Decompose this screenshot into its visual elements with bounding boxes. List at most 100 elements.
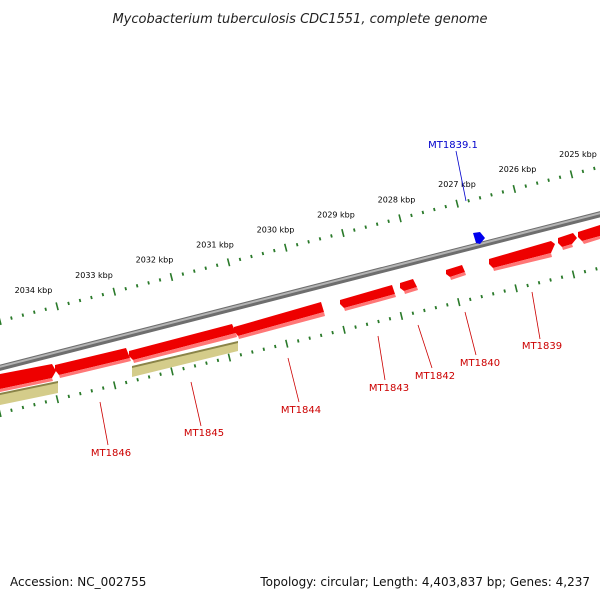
minor-tick xyxy=(251,350,254,354)
minor-tick xyxy=(261,251,265,256)
minor-tick xyxy=(354,325,357,329)
minor-tick xyxy=(388,316,392,321)
minor-tick xyxy=(147,281,150,285)
major-tick xyxy=(398,214,402,223)
major-tick xyxy=(571,270,576,279)
gene-feature[interactable] xyxy=(234,302,325,339)
minor-tick xyxy=(537,280,541,285)
gene-feature-mt1846[interactable] xyxy=(0,381,58,405)
gene-feature-mt1845[interactable] xyxy=(132,341,238,377)
minor-tick xyxy=(560,275,564,279)
minor-tick xyxy=(469,297,472,302)
minor-tick xyxy=(135,284,139,288)
major-tick xyxy=(285,339,289,348)
gene-feature[interactable] xyxy=(129,324,237,363)
minor-tick xyxy=(295,242,299,247)
minor-tick xyxy=(215,263,219,268)
minor-tick xyxy=(444,204,448,209)
gene-label-mt1839[interactable]: MT1839 xyxy=(522,341,562,352)
minor-tick xyxy=(491,292,495,296)
gene-feature[interactable] xyxy=(340,285,396,311)
minor-tick xyxy=(446,303,449,307)
major-tick xyxy=(569,170,574,179)
minor-tick xyxy=(593,166,596,171)
minor-tick xyxy=(581,169,585,174)
minor-tick xyxy=(308,336,311,340)
major-tick xyxy=(512,184,517,194)
minor-tick xyxy=(480,294,483,299)
minor-tick xyxy=(501,190,505,194)
gene-label-mt1845[interactable]: MT1845 xyxy=(184,428,224,439)
kbp-tick-label: 2028 kbp xyxy=(378,195,416,204)
minor-tick xyxy=(296,339,300,343)
minor-tick xyxy=(250,254,253,259)
minor-tick xyxy=(503,289,506,293)
gene-feature[interactable] xyxy=(446,265,466,280)
gene-label-mt1843[interactable]: MT1843 xyxy=(369,383,409,394)
minor-tick xyxy=(124,380,128,385)
kbp-tick-label: 2026 kbp xyxy=(499,165,537,174)
gene-feature[interactable] xyxy=(400,279,418,294)
minor-tick xyxy=(411,311,415,315)
minor-tick xyxy=(78,298,82,303)
gene-feature[interactable] xyxy=(55,348,131,378)
minor-tick xyxy=(136,377,139,382)
gene-feature[interactable] xyxy=(0,364,56,392)
minor-tick xyxy=(158,278,162,282)
map-title: Mycobacterium tuberculosis CDC1551, comp… xyxy=(112,12,487,27)
minor-tick xyxy=(365,322,369,327)
minor-tick xyxy=(239,353,243,357)
major-tick xyxy=(514,284,518,293)
minor-tick xyxy=(44,307,47,312)
minor-tick xyxy=(307,240,310,244)
minor-tick xyxy=(10,408,13,412)
minor-tick xyxy=(549,278,552,282)
genome-summary-text: Topology: circular; Length: 4,403,837 bp… xyxy=(259,575,590,589)
leader-line-mt1839 xyxy=(531,291,541,340)
major-tick xyxy=(457,298,461,307)
gene-label-mt1839-1[interactable]: MT1839.1 xyxy=(428,140,478,151)
minor-tick xyxy=(216,358,220,363)
major-tick xyxy=(283,243,288,252)
gene-label-mt1844[interactable]: MT1844 xyxy=(281,405,321,416)
minor-tick xyxy=(147,375,151,379)
gene-label-mt1842[interactable]: MT1842 xyxy=(415,371,455,382)
minor-tick xyxy=(181,272,185,276)
major-tick xyxy=(55,302,59,311)
minor-tick xyxy=(421,210,425,215)
kbp-tick-label: 2034 kbp xyxy=(15,286,53,295)
minor-tick xyxy=(101,292,105,297)
gene-label-mt1846[interactable]: MT1846 xyxy=(91,448,131,459)
gene-label-mt1840[interactable]: MT1840 xyxy=(460,358,500,369)
minor-tick xyxy=(423,308,426,313)
accession-text: Accession: NC_002755 xyxy=(10,575,146,589)
minor-tick xyxy=(410,213,413,218)
gene-feature[interactable] xyxy=(489,241,555,271)
gene-feature[interactable] xyxy=(558,233,577,250)
kbp-tick-label: 2030 kbp xyxy=(257,226,295,235)
major-tick xyxy=(0,409,2,418)
minor-tick xyxy=(238,257,242,262)
minor-tick xyxy=(331,330,334,335)
kbp-tick-label: 2033 kbp xyxy=(75,271,113,280)
minor-tick xyxy=(205,361,208,365)
minor-tick xyxy=(204,266,208,270)
gene-mt1839-1-feature[interactable] xyxy=(473,232,485,244)
major-tick xyxy=(112,381,117,390)
minor-tick xyxy=(318,237,322,241)
gene-features-olive xyxy=(0,341,238,405)
leader-line-mt1844 xyxy=(287,357,300,403)
minor-tick xyxy=(478,196,482,200)
kbp-label-group: 2025 kbp 2026 kbp 2027 kbp 2028 kbp 2029 kbp… xyxy=(15,150,597,295)
minor-tick xyxy=(90,295,93,300)
minor-tick xyxy=(558,175,562,180)
inner-tick-track xyxy=(0,267,598,418)
minor-tick xyxy=(583,269,587,274)
minor-tick xyxy=(353,228,356,232)
minor-tick xyxy=(467,198,470,203)
major-tick xyxy=(0,317,2,326)
minor-tick xyxy=(159,372,162,376)
minor-tick xyxy=(524,184,528,188)
leader-line-mt1843 xyxy=(377,335,386,381)
gene-feature[interactable] xyxy=(578,225,600,244)
